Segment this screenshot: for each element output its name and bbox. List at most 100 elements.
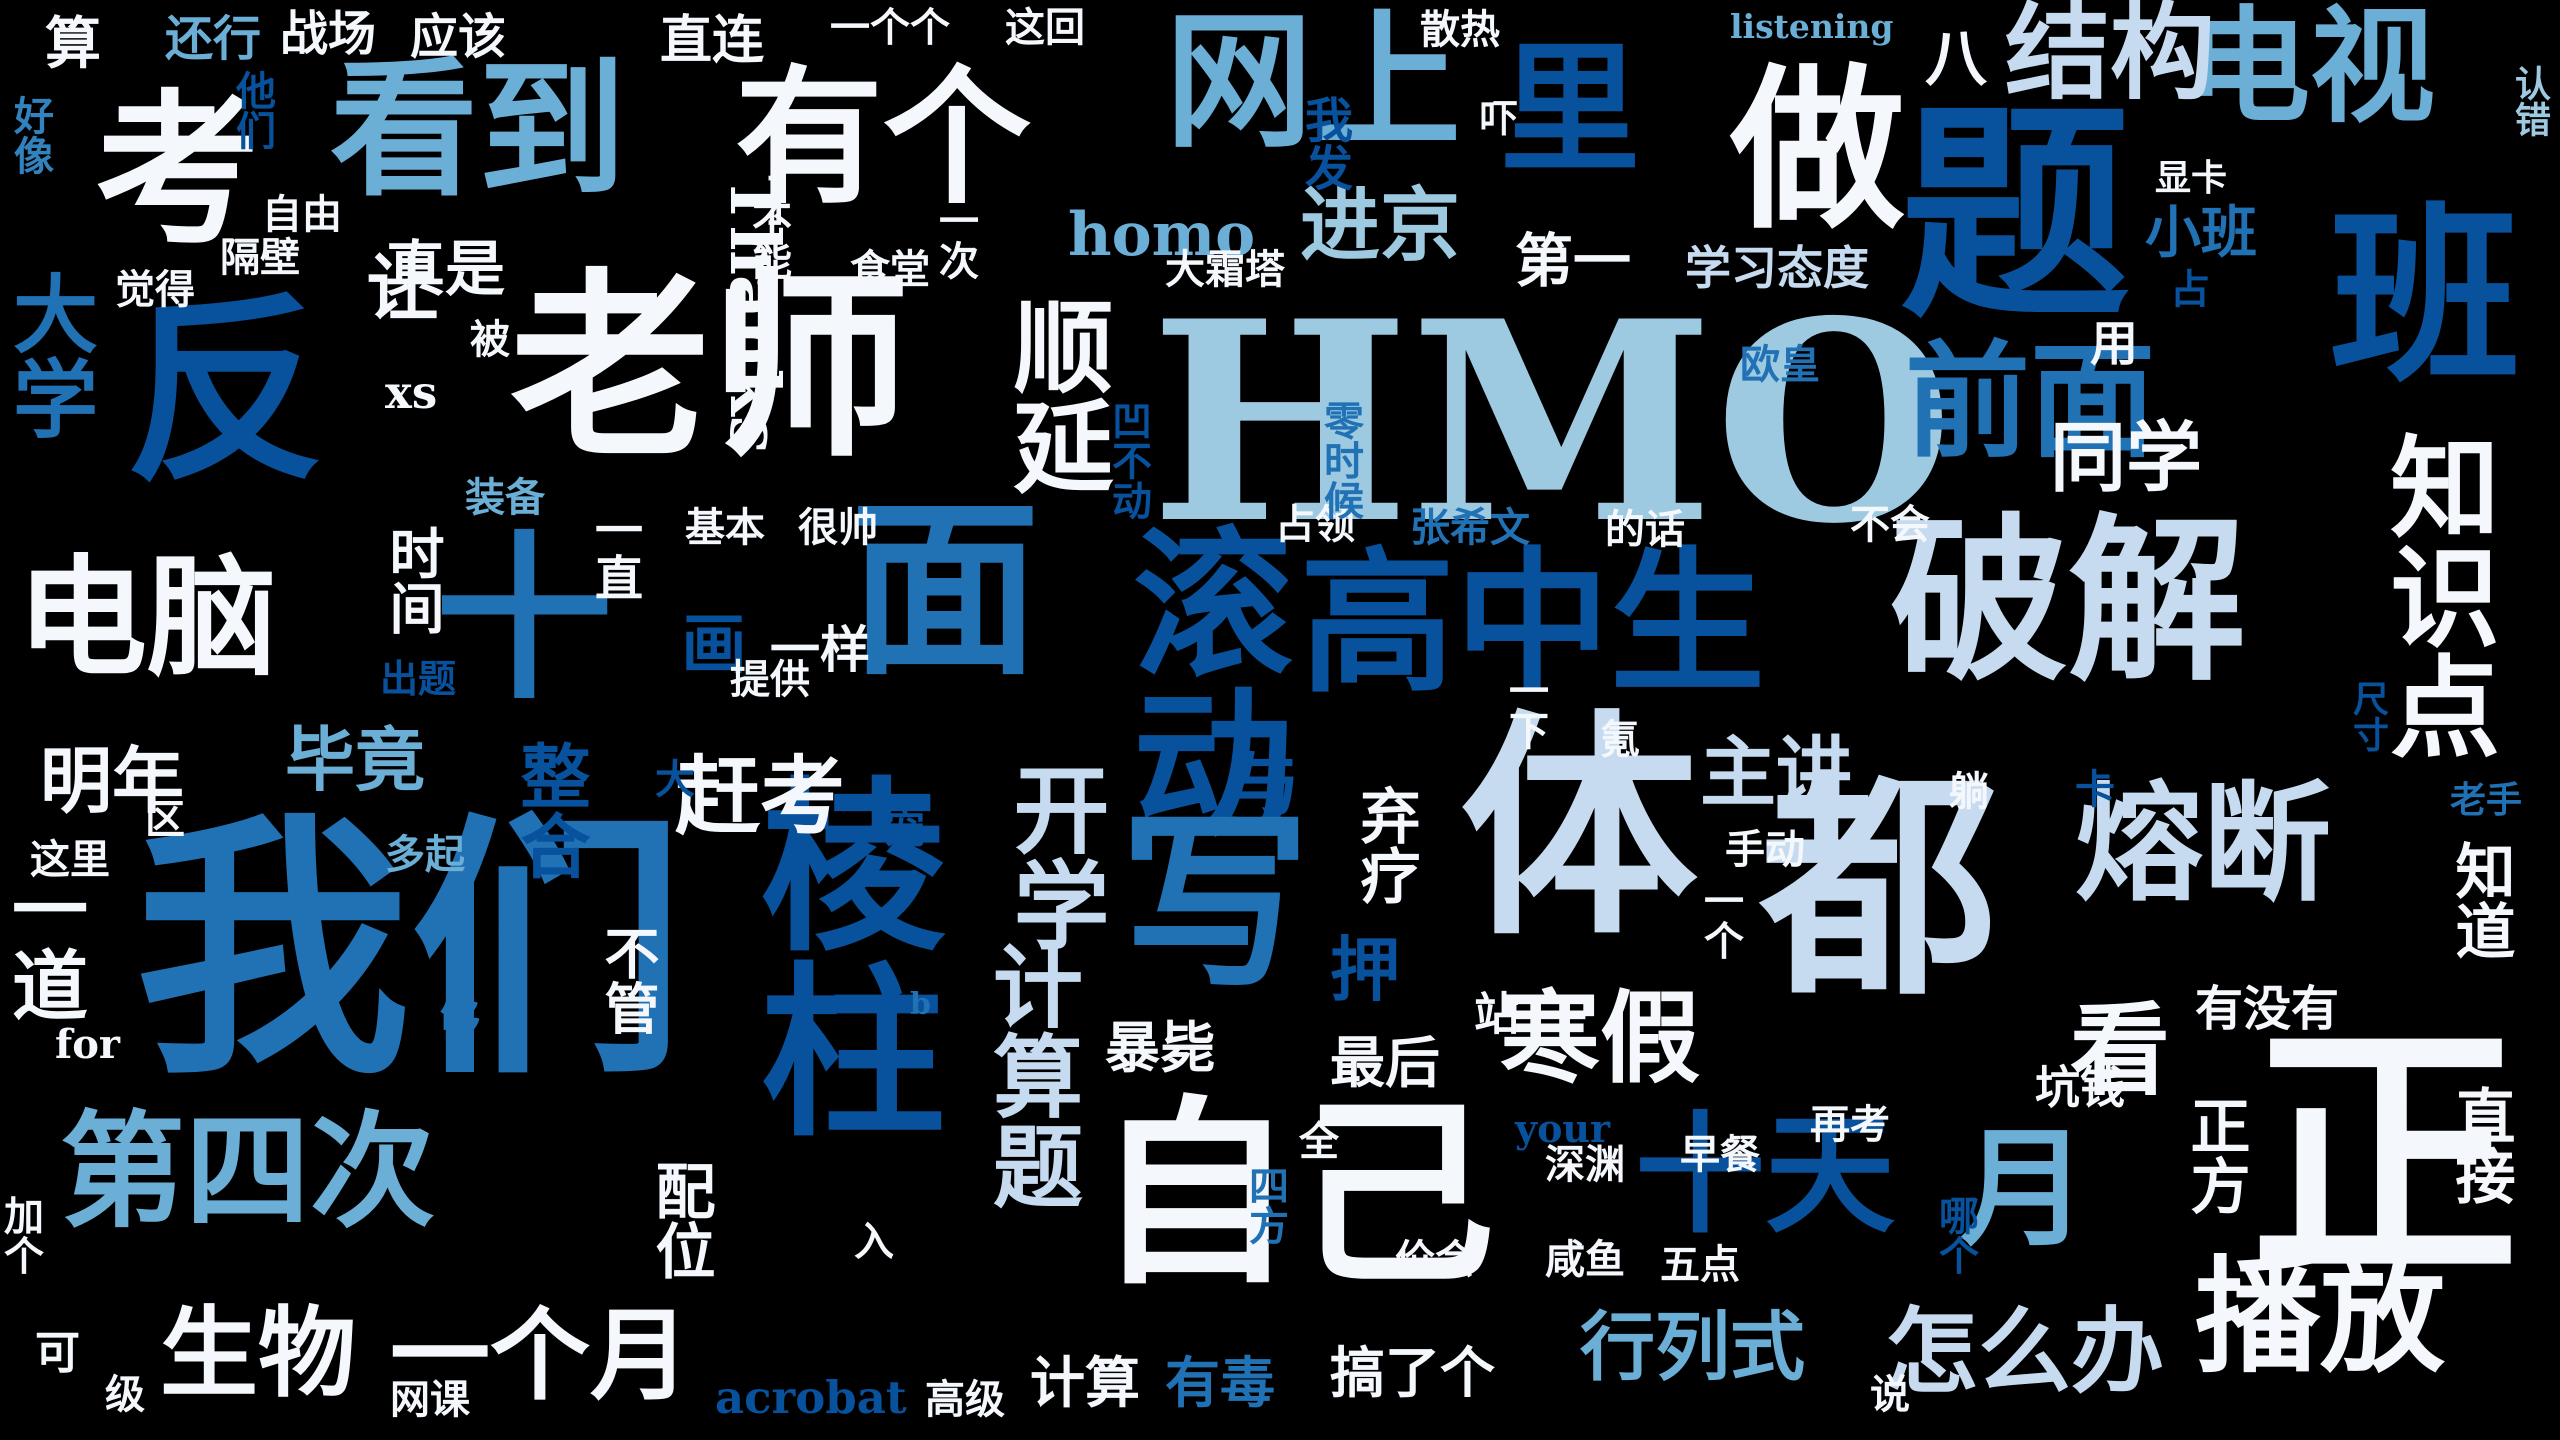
cloud-word: 月	[1960, 1114, 2089, 1264]
cloud-word: 再考	[1810, 1101, 1890, 1148]
cloud-word: 一个	[1697, 880, 1744, 960]
cloud-word: 有毒	[1165, 1350, 1276, 1415]
cloud-word: 站	[1466, 990, 1519, 1035]
cloud-word: 尺寸	[2347, 680, 2389, 752]
cloud-word: 的话	[1605, 506, 1685, 553]
cloud-word: 他们	[229, 70, 276, 150]
cloud-word: 够	[440, 996, 480, 1043]
cloud-word: 滚动	[1106, 520, 1294, 840]
cloud-word: 零时候	[1317, 400, 1364, 520]
cloud-word: 结构	[2005, 0, 2216, 114]
cloud-word: 播放	[2195, 1244, 2445, 1390]
cloud-word: 全	[1292, 1120, 1339, 1160]
cloud-word: 提供	[730, 656, 810, 703]
cloud-word: 占	[2170, 266, 2210, 313]
cloud-word: 觉得	[115, 266, 195, 313]
cloud-word: 欧皇	[1740, 341, 1820, 388]
cloud-word: 坑钱	[2035, 1061, 2126, 1114]
cloud-word: 押	[1330, 928, 1400, 1011]
cloud-word: 不能	[745, 200, 792, 280]
cloud-word: 入	[847, 1220, 894, 1260]
cloud-word: 显卡	[2155, 157, 2228, 199]
cloud-word: 熔断	[2075, 769, 2332, 919]
cloud-word: 都	[1760, 749, 1998, 1028]
cloud-word: 战场	[280, 6, 377, 62]
cloud-word: 破解	[1890, 496, 2246, 705]
cloud-word: 班	[2330, 185, 2521, 408]
cloud-word: 一个个	[830, 4, 950, 51]
cloud-word: 卡	[2075, 766, 2115, 813]
cloud-word: 学习态度	[1685, 241, 1869, 295]
cloud-word: 有个	[735, 50, 1031, 224]
cloud-word: 我发	[1296, 95, 1352, 191]
cloud-word: 很帅	[798, 504, 878, 551]
cloud-word: 手动	[1725, 826, 1805, 873]
cloud-word: 大学	[0, 270, 98, 440]
cloud-word: 看到	[330, 42, 626, 216]
cloud-word: 这里	[30, 836, 110, 883]
cloud-word: 明年	[40, 738, 185, 823]
cloud-word: 这回	[1005, 4, 1085, 51]
cloud-word: 毕竟	[285, 718, 425, 801]
cloud-word: 进京	[1300, 178, 1460, 272]
cloud-word: 凹不动	[1105, 400, 1152, 520]
cloud-word: 同学	[2050, 413, 2202, 502]
cloud-word: 用	[2090, 316, 2139, 372]
cloud-word: 行列式	[1580, 1303, 1806, 1391]
cloud-word: homo	[1068, 200, 1256, 270]
cloud-word: 加个	[0, 1195, 44, 1275]
cloud-word: 网课	[390, 1376, 470, 1423]
cloud-word: 写	[1120, 791, 1311, 1014]
cloud-word: 自己	[1095, 1077, 1496, 1312]
cloud-word: 一样	[770, 620, 870, 679]
cloud-word: 哪个	[1932, 1195, 1979, 1275]
cloud-word: 价会	[1395, 1236, 1475, 1283]
cloud-word: 一个月	[390, 1296, 690, 1414]
cloud-word: 多起	[385, 831, 465, 878]
cloud-word: 散热	[1420, 6, 1500, 53]
cloud-word: 早餐	[1680, 1131, 1760, 1178]
cloud-word: 八	[1925, 22, 1988, 95]
cloud-word: 让	[354, 250, 439, 322]
cloud-word: 电视	[2185, 0, 2435, 140]
cloud-word: 弃疗	[1350, 785, 1420, 905]
cloud-word: 大霜塔	[1165, 246, 1285, 293]
cloud-word: 认错	[2509, 65, 2551, 137]
cloud-word: 一道	[0, 870, 88, 1022]
cloud-word: 第一	[1515, 227, 1632, 295]
cloud-word: 顺延	[996, 295, 1114, 495]
cloud-word: 配位	[645, 1160, 715, 1280]
cloud-word: 画	[670, 610, 746, 675]
cloud-word: 被	[470, 316, 510, 363]
cloud-word: 知识点	[2371, 430, 2500, 760]
cloud-word: 正方	[2180, 1095, 2250, 1215]
cloud-word: 可	[35, 1326, 81, 1379]
cloud-word: 应该	[410, 9, 507, 65]
cloud-word: 还行	[165, 11, 262, 67]
cloud-word: 计算	[1030, 1350, 1141, 1415]
cloud-word: 高级	[925, 1376, 1005, 1423]
cloud-word: 寒假	[1500, 979, 1700, 1097]
cloud-word: 暴毙	[1105, 1015, 1216, 1080]
cloud-word: 搞了个	[1330, 1340, 1496, 1405]
cloud-word: xs	[385, 366, 438, 419]
cloud-word: 不会	[1850, 501, 1930, 548]
cloud-word: 宠	[885, 806, 925, 853]
cloud-word: 张希文	[1410, 504, 1530, 551]
cloud-word: 第四次	[60, 1099, 435, 1245]
cloud-word: 直接	[2445, 1085, 2515, 1205]
cloud-word: 体	[1460, 689, 1698, 968]
cloud-word: 里	[1500, 28, 1641, 192]
cloud-word: 面	[850, 478, 1041, 701]
cloud-word: 基本	[685, 504, 765, 551]
cloud-word: 占领	[1275, 501, 1355, 548]
cloud-word: 区	[145, 796, 185, 843]
cloud-word: 食堂	[850, 246, 930, 293]
cloud-word: 一次	[932, 200, 979, 280]
cloud-word: 生物	[160, 1296, 357, 1411]
cloud-word: 装备	[465, 474, 545, 521]
cloud-word: 不管	[595, 925, 660, 1035]
cloud-word: 考	[95, 73, 260, 267]
cloud-word: 四方	[1242, 1165, 1289, 1245]
